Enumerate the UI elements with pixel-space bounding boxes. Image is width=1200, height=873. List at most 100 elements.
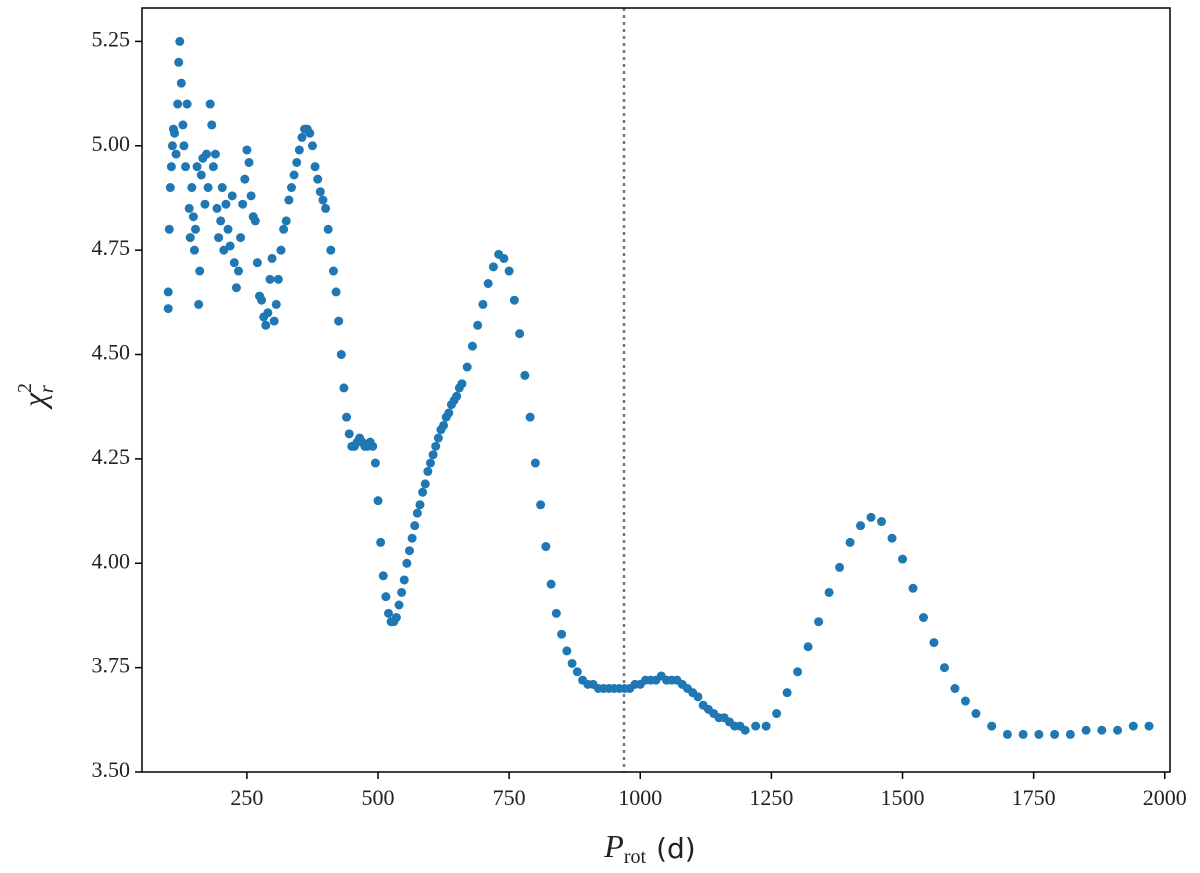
- y-tick-label: 4.00: [92, 548, 131, 573]
- point: [202, 149, 212, 159]
- point: [378, 571, 388, 581]
- point: [929, 638, 939, 648]
- point: [908, 583, 918, 593]
- point: [1113, 725, 1123, 735]
- point: [462, 362, 472, 372]
- point: [164, 224, 174, 234]
- y-tick-label: 4.25: [92, 444, 131, 469]
- plot-frame: [141, 7, 1171, 773]
- point: [376, 537, 386, 547]
- point: [546, 579, 556, 589]
- point: [1128, 721, 1138, 731]
- point: [185, 233, 195, 243]
- point: [866, 512, 876, 522]
- point: [428, 450, 438, 460]
- point: [205, 99, 215, 109]
- y-tick-label: 5.25: [92, 26, 131, 51]
- point: [415, 500, 425, 510]
- point: [530, 458, 540, 468]
- point: [292, 157, 302, 167]
- point: [250, 216, 260, 226]
- point: [261, 320, 271, 330]
- point: [835, 562, 845, 572]
- point: [444, 408, 454, 418]
- point: [273, 274, 283, 284]
- point: [1018, 729, 1028, 739]
- point: [772, 709, 782, 719]
- point: [244, 157, 254, 167]
- y-tick-label: 4.75: [92, 235, 131, 260]
- point: [175, 36, 185, 46]
- point: [225, 241, 235, 251]
- point: [342, 412, 352, 422]
- point: [289, 170, 299, 180]
- point: [509, 295, 519, 305]
- point: [457, 379, 467, 389]
- point: [165, 183, 175, 193]
- point: [163, 304, 173, 314]
- point: [467, 341, 477, 351]
- point: [339, 383, 349, 393]
- point: [163, 287, 173, 297]
- point: [336, 350, 346, 360]
- point: [240, 174, 250, 184]
- point: [1050, 729, 1060, 739]
- point: [181, 162, 191, 172]
- point: [1097, 725, 1107, 735]
- x-tick-label: 1500: [881, 785, 925, 810]
- x-tick-label: 1250: [749, 785, 793, 810]
- x-axis-label: Prot (d): [603, 828, 695, 867]
- point: [431, 441, 441, 451]
- point: [276, 245, 286, 255]
- point: [394, 600, 404, 610]
- point: [313, 174, 323, 184]
- point: [297, 132, 307, 142]
- point: [196, 170, 206, 180]
- x-tick-label: 500: [362, 785, 395, 810]
- x-tick-label: 1750: [1012, 785, 1056, 810]
- point: [439, 420, 449, 430]
- point: [391, 613, 401, 623]
- point: [192, 162, 202, 172]
- point: [227, 191, 237, 201]
- point: [214, 233, 224, 243]
- point: [793, 667, 803, 677]
- point: [483, 279, 493, 289]
- point: [307, 141, 317, 151]
- point: [190, 224, 200, 234]
- x-tick-label: 250: [230, 785, 263, 810]
- x-label-subscript: rot: [624, 846, 647, 868]
- point: [381, 592, 391, 602]
- point: [551, 608, 561, 618]
- point: [412, 508, 422, 518]
- point: [488, 262, 498, 272]
- point: [418, 487, 428, 497]
- point: [410, 521, 420, 531]
- point: [782, 688, 792, 698]
- point: [751, 721, 761, 731]
- point: [318, 195, 328, 205]
- point: [987, 721, 997, 731]
- point: [171, 149, 181, 159]
- point: [423, 466, 433, 476]
- point: [950, 684, 960, 694]
- point: [368, 441, 378, 451]
- x-tick-label: 1000: [618, 785, 662, 810]
- point: [310, 162, 320, 172]
- point: [898, 554, 908, 564]
- point: [384, 608, 394, 618]
- point: [326, 245, 336, 255]
- point: [971, 709, 981, 719]
- point: [208, 162, 218, 172]
- point: [286, 183, 296, 193]
- point: [572, 667, 582, 677]
- x-tick-label: 2000: [1143, 785, 1187, 810]
- point: [231, 283, 241, 293]
- y-tick-label: 3.50: [92, 757, 131, 782]
- point: [373, 496, 383, 506]
- point: [189, 245, 199, 255]
- point: [960, 696, 970, 706]
- point: [740, 725, 750, 735]
- point: [263, 308, 273, 318]
- point: [536, 500, 546, 510]
